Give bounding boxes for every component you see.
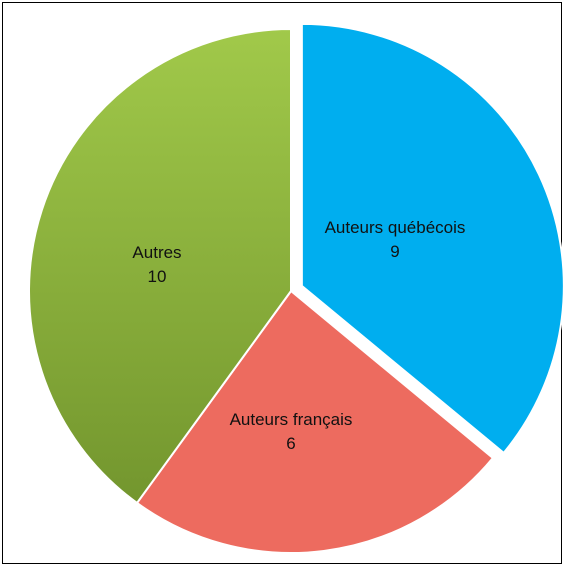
pie-slice-auteurs-qu-b-cois (300, 22, 565, 455)
pie-slice-autres (28, 27, 292, 505)
slice-value-label: 10 (148, 267, 167, 286)
slice-label: Autres (132, 243, 181, 262)
slice-label: Auteurs québécois (325, 218, 466, 237)
pie-slice-auteurs-fran-ais (135, 289, 495, 554)
slice-value-label: 6 (286, 434, 295, 453)
slice-value-label: 9 (390, 242, 399, 261)
slice-label: Auteurs français (230, 410, 353, 429)
